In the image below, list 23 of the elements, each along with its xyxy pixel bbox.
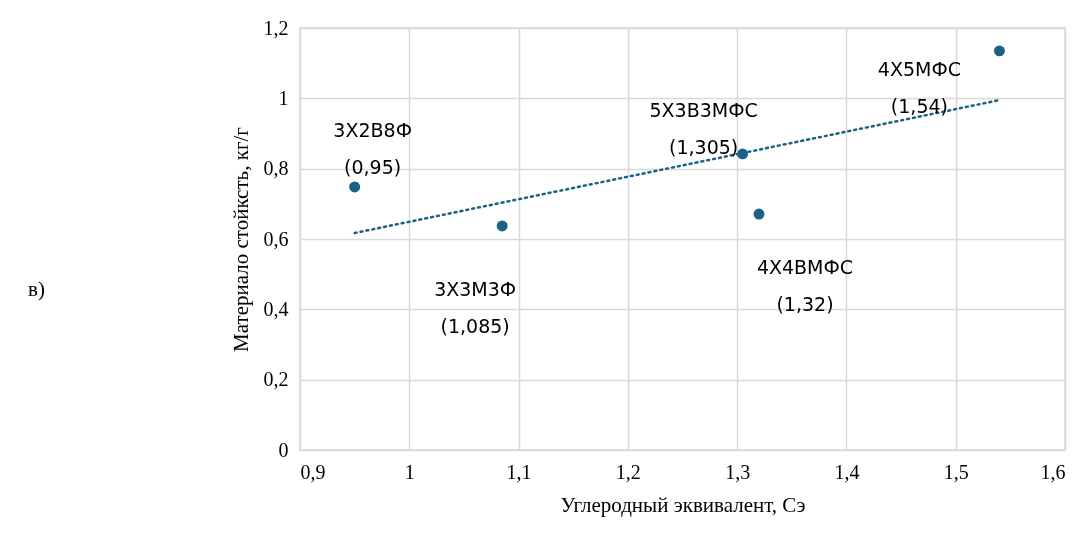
text: в) xyxy=(28,277,45,301)
y-tick-label: 1 xyxy=(278,86,289,109)
annotation: 3Х2В8Ф (0,95) xyxy=(333,118,412,178)
x-tick-label: 1,3 xyxy=(725,460,751,483)
y-tick-label: 0 xyxy=(278,438,289,461)
x-tick-label: 1,5 xyxy=(943,460,969,483)
y-axis-title: Материало стойксть, кг/г xyxy=(228,126,253,352)
annotation: 4Х4ВМФС (1,32) xyxy=(756,256,854,316)
x-tick-label: 1,6 xyxy=(1040,460,1066,483)
x-tick-label: 1,1 xyxy=(506,460,532,483)
annotation: 4Х5МФС (1,54) xyxy=(877,57,962,117)
x-tick-label: 0,9 xyxy=(300,460,326,483)
y-tick-label: 0,8 xyxy=(263,157,289,180)
x-tick-label: 1,2 xyxy=(615,460,641,483)
x-tick-label: 1 xyxy=(404,460,415,483)
y-tick-label: 1,2 xyxy=(263,16,289,39)
annotation: 5Х3В3МФС (1,305) xyxy=(649,98,758,158)
y-tick-label: 0,4 xyxy=(263,297,289,320)
annotation: 3Х3М3Ф (1,085) xyxy=(434,277,517,337)
x-tick-label: 1,4 xyxy=(834,460,860,483)
y-tick-label: 0,6 xyxy=(263,227,289,250)
x-axis-title: Углеродный эквивалент, Сэ xyxy=(560,492,806,517)
y-tick-label: 0,2 xyxy=(263,368,289,391)
